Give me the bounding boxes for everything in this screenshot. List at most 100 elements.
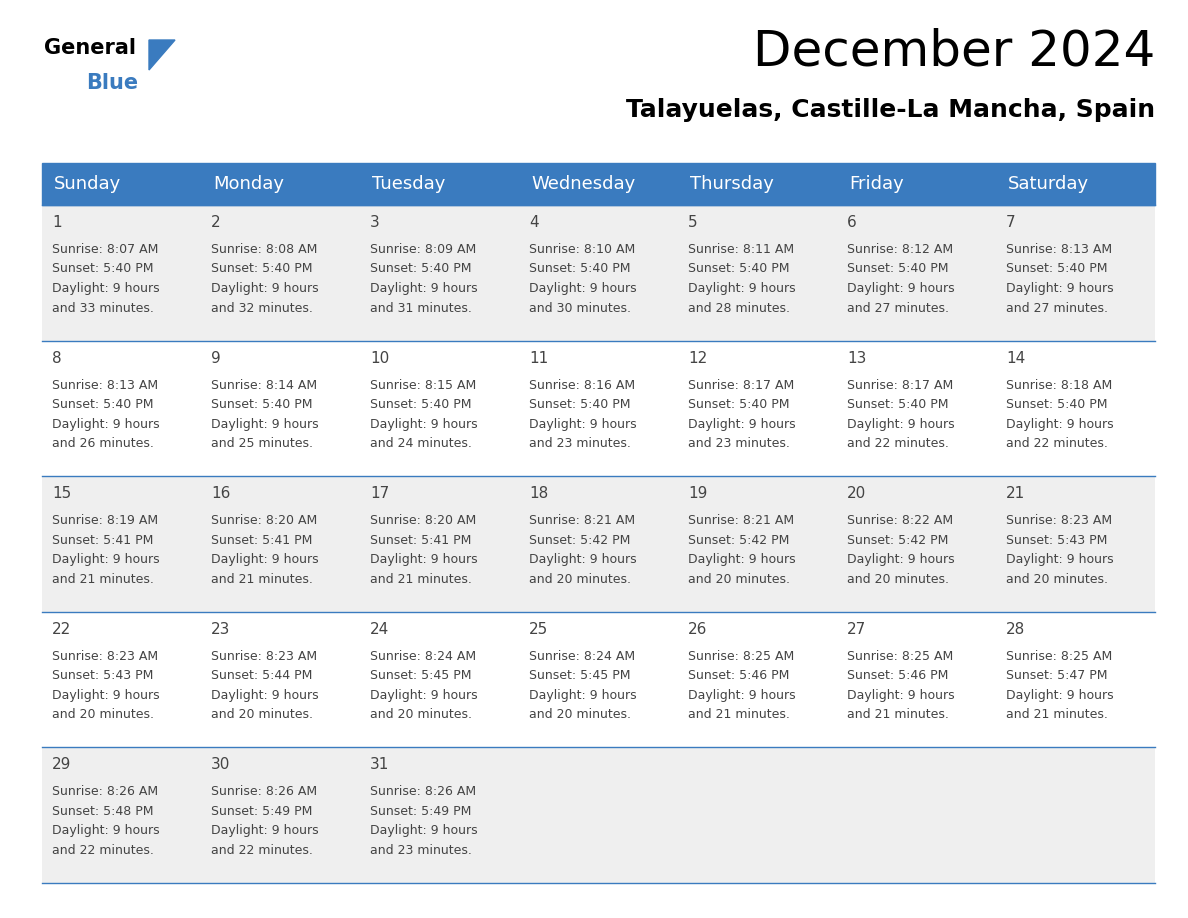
Text: 23: 23 bbox=[211, 621, 230, 637]
Text: 16: 16 bbox=[211, 487, 230, 501]
Text: and 20 minutes.: and 20 minutes. bbox=[847, 573, 949, 586]
Text: 28: 28 bbox=[1006, 621, 1025, 637]
Text: Daylight: 9 hours: Daylight: 9 hours bbox=[211, 418, 318, 431]
Text: and 33 minutes.: and 33 minutes. bbox=[52, 301, 154, 315]
Text: Daylight: 9 hours: Daylight: 9 hours bbox=[369, 688, 478, 701]
Text: Daylight: 9 hours: Daylight: 9 hours bbox=[52, 554, 159, 566]
Text: and 22 minutes.: and 22 minutes. bbox=[1006, 437, 1108, 450]
Text: Sunset: 5:40 PM: Sunset: 5:40 PM bbox=[847, 398, 948, 411]
Text: Sunset: 5:42 PM: Sunset: 5:42 PM bbox=[688, 533, 789, 547]
Text: and 21 minutes.: and 21 minutes. bbox=[369, 573, 472, 586]
Text: Daylight: 9 hours: Daylight: 9 hours bbox=[529, 282, 637, 295]
Text: Sunset: 5:40 PM: Sunset: 5:40 PM bbox=[211, 398, 312, 411]
Text: Daylight: 9 hours: Daylight: 9 hours bbox=[847, 554, 955, 566]
Text: Sunset: 5:41 PM: Sunset: 5:41 PM bbox=[369, 533, 472, 547]
Text: Sunrise: 8:17 AM: Sunrise: 8:17 AM bbox=[847, 378, 953, 392]
Text: and 23 minutes.: and 23 minutes. bbox=[688, 437, 790, 450]
Text: 17: 17 bbox=[369, 487, 390, 501]
Text: 12: 12 bbox=[688, 351, 707, 365]
Text: and 22 minutes.: and 22 minutes. bbox=[847, 437, 949, 450]
Text: Sunset: 5:42 PM: Sunset: 5:42 PM bbox=[529, 533, 631, 547]
Bar bbox=[42, 747, 1155, 883]
Text: Daylight: 9 hours: Daylight: 9 hours bbox=[847, 282, 955, 295]
Text: Sunset: 5:40 PM: Sunset: 5:40 PM bbox=[688, 263, 790, 275]
Text: Sunset: 5:45 PM: Sunset: 5:45 PM bbox=[369, 669, 472, 682]
Text: and 21 minutes.: and 21 minutes. bbox=[847, 709, 949, 722]
Text: Sunday: Sunday bbox=[53, 175, 121, 193]
Text: Sunrise: 8:17 AM: Sunrise: 8:17 AM bbox=[688, 378, 795, 392]
Text: Daylight: 9 hours: Daylight: 9 hours bbox=[52, 824, 159, 837]
Text: Daylight: 9 hours: Daylight: 9 hours bbox=[52, 688, 159, 701]
Text: Daylight: 9 hours: Daylight: 9 hours bbox=[1006, 418, 1113, 431]
Text: and 32 minutes.: and 32 minutes. bbox=[211, 301, 312, 315]
Text: Sunset: 5:40 PM: Sunset: 5:40 PM bbox=[529, 398, 631, 411]
Text: and 20 minutes.: and 20 minutes. bbox=[211, 709, 312, 722]
Text: Sunrise: 8:20 AM: Sunrise: 8:20 AM bbox=[369, 514, 476, 527]
Text: Daylight: 9 hours: Daylight: 9 hours bbox=[688, 418, 796, 431]
Text: Tuesday: Tuesday bbox=[372, 175, 446, 193]
Text: Daylight: 9 hours: Daylight: 9 hours bbox=[529, 554, 637, 566]
Text: and 30 minutes.: and 30 minutes. bbox=[529, 301, 631, 315]
Text: Daylight: 9 hours: Daylight: 9 hours bbox=[1006, 282, 1113, 295]
Text: 31: 31 bbox=[369, 757, 390, 772]
Text: Sunrise: 8:19 AM: Sunrise: 8:19 AM bbox=[52, 514, 158, 527]
Text: Friday: Friday bbox=[849, 175, 904, 193]
Text: Daylight: 9 hours: Daylight: 9 hours bbox=[1006, 554, 1113, 566]
Text: 13: 13 bbox=[847, 351, 866, 365]
Text: 19: 19 bbox=[688, 487, 707, 501]
Text: 14: 14 bbox=[1006, 351, 1025, 365]
Text: 20: 20 bbox=[847, 487, 866, 501]
Text: and 26 minutes.: and 26 minutes. bbox=[52, 437, 154, 450]
Text: Daylight: 9 hours: Daylight: 9 hours bbox=[211, 554, 318, 566]
Text: Daylight: 9 hours: Daylight: 9 hours bbox=[529, 688, 637, 701]
Text: Sunrise: 8:20 AM: Sunrise: 8:20 AM bbox=[211, 514, 317, 527]
Text: Sunset: 5:43 PM: Sunset: 5:43 PM bbox=[52, 669, 153, 682]
Text: and 21 minutes.: and 21 minutes. bbox=[52, 573, 154, 586]
Text: Sunrise: 8:21 AM: Sunrise: 8:21 AM bbox=[688, 514, 794, 527]
Text: Sunrise: 8:25 AM: Sunrise: 8:25 AM bbox=[847, 650, 953, 663]
Text: 6: 6 bbox=[847, 215, 857, 230]
Text: and 22 minutes.: and 22 minutes. bbox=[211, 844, 312, 856]
Text: Sunrise: 8:12 AM: Sunrise: 8:12 AM bbox=[847, 243, 953, 256]
Text: Sunset: 5:40 PM: Sunset: 5:40 PM bbox=[1006, 263, 1107, 275]
Text: Sunrise: 8:13 AM: Sunrise: 8:13 AM bbox=[1006, 243, 1112, 256]
Text: and 23 minutes.: and 23 minutes. bbox=[369, 844, 472, 856]
Text: Thursday: Thursday bbox=[690, 175, 773, 193]
Text: Sunset: 5:43 PM: Sunset: 5:43 PM bbox=[1006, 533, 1107, 547]
Text: Sunrise: 8:23 AM: Sunrise: 8:23 AM bbox=[211, 650, 317, 663]
Text: Daylight: 9 hours: Daylight: 9 hours bbox=[211, 688, 318, 701]
Text: and 20 minutes.: and 20 minutes. bbox=[52, 709, 154, 722]
Text: Sunrise: 8:23 AM: Sunrise: 8:23 AM bbox=[52, 650, 158, 663]
Text: 18: 18 bbox=[529, 487, 548, 501]
Text: Sunset: 5:46 PM: Sunset: 5:46 PM bbox=[688, 669, 789, 682]
Text: and 21 minutes.: and 21 minutes. bbox=[1006, 709, 1108, 722]
Text: Sunrise: 8:07 AM: Sunrise: 8:07 AM bbox=[52, 243, 158, 256]
Text: and 28 minutes.: and 28 minutes. bbox=[688, 301, 790, 315]
Text: Sunset: 5:49 PM: Sunset: 5:49 PM bbox=[211, 805, 312, 818]
Text: Daylight: 9 hours: Daylight: 9 hours bbox=[688, 282, 796, 295]
Text: Daylight: 9 hours: Daylight: 9 hours bbox=[52, 282, 159, 295]
Text: Sunrise: 8:18 AM: Sunrise: 8:18 AM bbox=[1006, 378, 1112, 392]
Text: Sunset: 5:49 PM: Sunset: 5:49 PM bbox=[369, 805, 472, 818]
Text: Sunset: 5:45 PM: Sunset: 5:45 PM bbox=[529, 669, 631, 682]
Text: Sunset: 5:41 PM: Sunset: 5:41 PM bbox=[52, 533, 153, 547]
Text: Sunset: 5:40 PM: Sunset: 5:40 PM bbox=[211, 263, 312, 275]
Text: Sunset: 5:41 PM: Sunset: 5:41 PM bbox=[211, 533, 312, 547]
Text: Sunrise: 8:11 AM: Sunrise: 8:11 AM bbox=[688, 243, 794, 256]
Text: 1: 1 bbox=[52, 215, 62, 230]
Text: Monday: Monday bbox=[213, 175, 284, 193]
Text: Daylight: 9 hours: Daylight: 9 hours bbox=[369, 282, 478, 295]
Text: Sunrise: 8:08 AM: Sunrise: 8:08 AM bbox=[211, 243, 317, 256]
Text: Sunrise: 8:10 AM: Sunrise: 8:10 AM bbox=[529, 243, 636, 256]
Text: and 22 minutes.: and 22 minutes. bbox=[52, 844, 154, 856]
Text: Sunrise: 8:13 AM: Sunrise: 8:13 AM bbox=[52, 378, 158, 392]
Text: and 23 minutes.: and 23 minutes. bbox=[529, 437, 631, 450]
Text: Daylight: 9 hours: Daylight: 9 hours bbox=[688, 554, 796, 566]
Text: 4: 4 bbox=[529, 215, 538, 230]
Text: Sunrise: 8:26 AM: Sunrise: 8:26 AM bbox=[369, 786, 476, 799]
Text: and 20 minutes.: and 20 minutes. bbox=[1006, 573, 1108, 586]
Text: Sunrise: 8:26 AM: Sunrise: 8:26 AM bbox=[52, 786, 158, 799]
Bar bbox=[42, 205, 1155, 341]
Text: Sunrise: 8:26 AM: Sunrise: 8:26 AM bbox=[211, 786, 317, 799]
Text: Blue: Blue bbox=[86, 73, 138, 93]
